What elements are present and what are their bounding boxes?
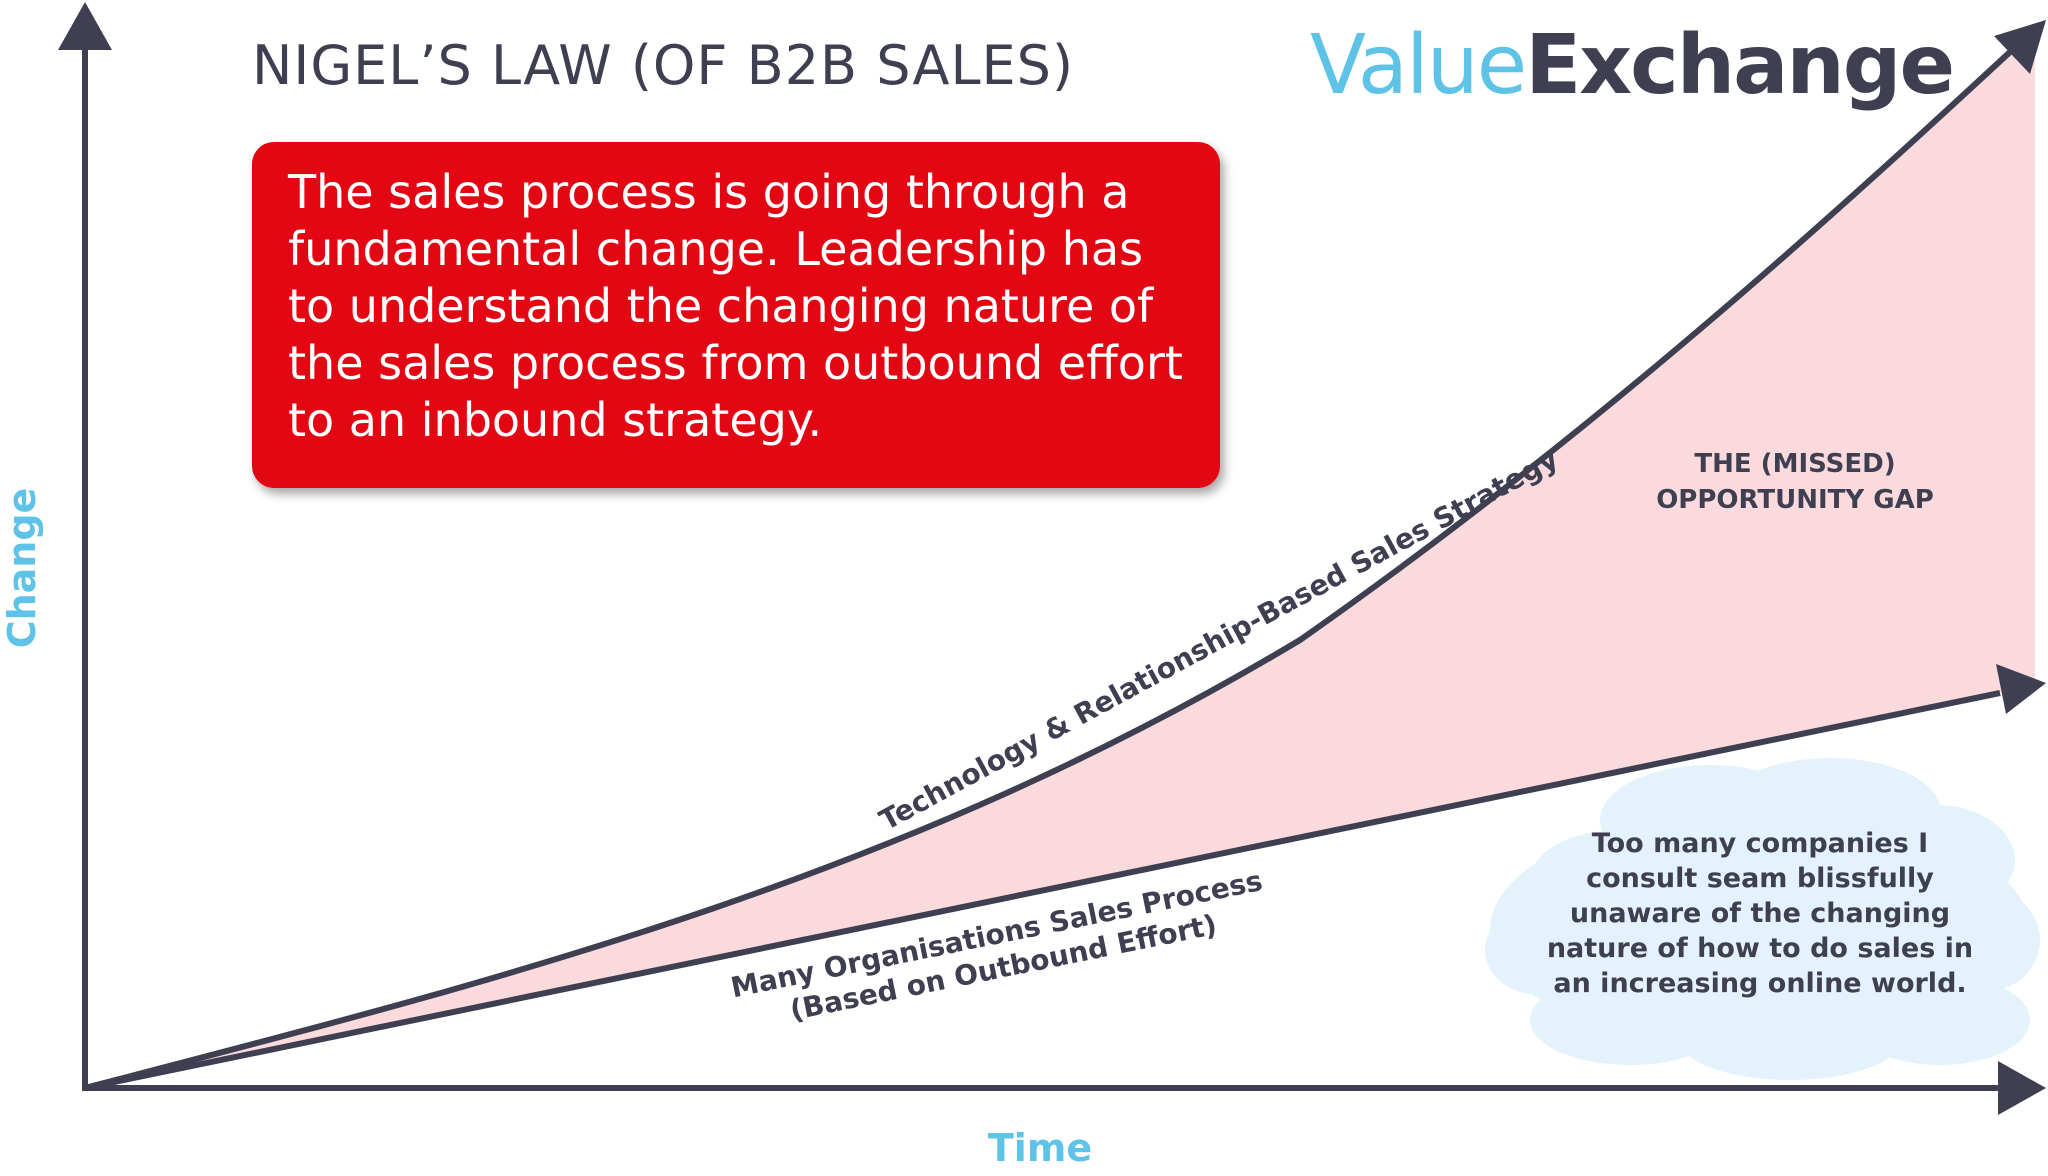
callout-text: The sales process is going through a fun… <box>288 165 1183 447</box>
logo-value-text: Value <box>1310 18 1527 113</box>
opportunity-gap-area <box>85 30 2035 1088</box>
outbound-process-line <box>84 690 2001 1091</box>
valueexchange-logo: ValueExchange <box>1310 18 1955 113</box>
opportunity-gap-label: THE (MISSED) OPPORTUNITY GAP <box>1656 449 1934 515</box>
technology-strategy-arrowhead <box>1994 20 2046 74</box>
cloud-shape <box>1485 758 2040 1080</box>
x-axis-label: Time <box>987 1126 1093 1170</box>
y-axis-label: Change <box>0 487 44 649</box>
technology-strategy-curve <box>84 49 2013 1091</box>
page-title: NIGEL’S LAW (OF B2B SALES) <box>252 34 1075 97</box>
logo-exchange-text: Exchange <box>1525 18 1955 113</box>
x-axis-arrowhead <box>1998 1061 2046 1115</box>
outbound-process-arrowhead <box>1996 664 2046 714</box>
callout-box: The sales process is going through a fun… <box>252 142 1220 488</box>
y-axis-arrowhead <box>58 2 112 50</box>
cloud-note-text: Too many companies I consult seam blissf… <box>1546 828 1974 999</box>
